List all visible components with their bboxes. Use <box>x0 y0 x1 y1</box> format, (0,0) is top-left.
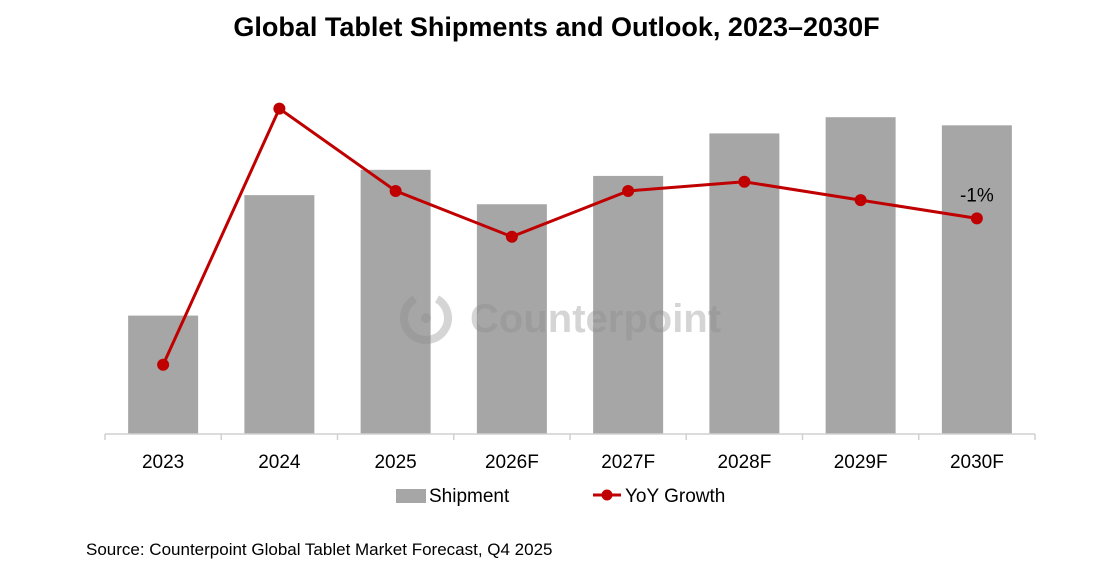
growth-point-2025 <box>389 184 402 197</box>
growth-data-label: -1% <box>960 185 994 206</box>
yoy-growth-line: -1% <box>157 102 994 371</box>
growth-point-2027F <box>622 184 635 197</box>
x-tick-label: 2027F <box>601 452 655 473</box>
growth-point-2029F <box>854 194 867 207</box>
source-note: Source: Counterpoint Global Tablet Marke… <box>86 540 553 559</box>
growth-point-2026F <box>505 230 518 243</box>
x-tick-label: 2028F <box>717 452 771 473</box>
x-tick-label: 2029F <box>834 452 888 473</box>
x-tick-label: 2023 <box>142 452 184 473</box>
growth-line-path <box>161 106 978 366</box>
growth-point-2028F <box>738 175 751 188</box>
x-tick-label: 2026F <box>485 452 539 473</box>
bar-2027F <box>593 175 664 434</box>
svg-text:Counterpoint: Counterpoint <box>470 297 721 341</box>
x-tick-label: 2030F <box>950 452 1004 473</box>
bar-2025 <box>360 169 431 434</box>
x-tick-label: 2024 <box>258 452 301 473</box>
bar-2024 <box>244 195 315 434</box>
bar-2030F <box>941 125 1012 434</box>
x-axis <box>104 433 1036 440</box>
x-tick-label: 2025 <box>374 452 416 473</box>
growth-point-2023 <box>157 358 170 371</box>
legend-shipment-label: Shipment <box>429 486 510 507</box>
legend: Shipment YoY Growth <box>396 486 725 507</box>
bar-2023 <box>128 315 199 434</box>
counterpoint-watermark: Counterpoint <box>400 292 721 344</box>
legend-shipment-swatch <box>396 489 426 503</box>
legend-growth-marker-icon <box>601 489 613 501</box>
shipment-bars <box>128 117 1012 435</box>
chart-title: Global Tablet Shipments and Outlook, 202… <box>233 12 880 42</box>
growth-point-2024 <box>273 102 286 115</box>
bar-2029F <box>825 117 896 435</box>
legend-growth-label: YoY Growth <box>625 486 725 507</box>
x-tick-labels: 2023 2024 2025 2026F 2027F 2028F 2029F 2030F <box>142 452 1004 473</box>
growth-point-2030F <box>970 212 983 225</box>
